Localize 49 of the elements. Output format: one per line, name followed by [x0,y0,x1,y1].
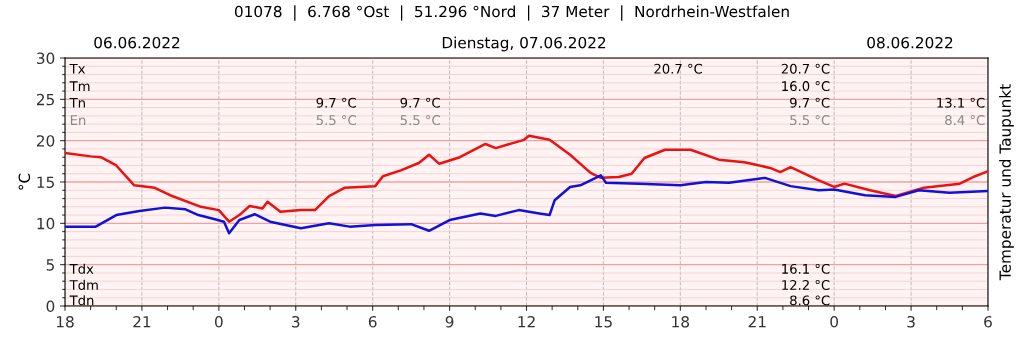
x-tick-label: 15 [595,316,612,328]
y2-axis-title: Temperatur und Taupunkt [999,84,1014,281]
y-tick-label: 25 [36,93,54,106]
line-series [65,134,988,223]
annotation: 20.7 °C [654,63,703,74]
x-tick-label: 6 [368,315,377,328]
x-tick-label: 0 [830,315,839,328]
annotation: Tn [69,97,85,108]
x-tick-label: 18 [56,315,74,328]
annotation: 9.7 °C [790,97,830,108]
x-tick-label: 21 [748,315,766,328]
annotation: 20.7 °C [781,63,830,74]
annotation: Tdn [69,295,94,306]
x-tick-label: 9 [445,315,454,328]
annotation: 16.1 °C [782,263,830,274]
x-tick-label: 21 [133,315,151,328]
annotation: En [70,115,86,125]
x-tick-label: 3 [292,315,300,328]
annotation: Tm [69,81,90,91]
x-tick-label: 6 [984,315,992,328]
annotation: Tdx [69,263,94,274]
annotation: 9.7 °C [316,97,356,108]
annotation: 5.5 °C [316,115,356,126]
text: Dienstag, 07.06.2022 [442,36,606,52]
annotation: 8.4 °C [945,115,985,126]
annotation: Tx [69,63,86,74]
line-series [65,174,988,235]
annotation: 9.7 °C [400,97,440,108]
text: 08.06.2022 [867,36,953,49]
annotation: 5.5 °C [790,115,830,126]
annotation: 8.6 °C [790,295,830,306]
y-tick-label: 30 [37,52,55,65]
y-tick-label: 20 [36,135,55,147]
x-tick-label: 0 [214,315,223,328]
text: 06.06.2022 [94,36,180,49]
annotation: 12.2 °C [782,280,830,290]
y-tick-label: 0 [46,300,55,313]
annotation: Tdm [69,279,98,290]
chart-title: 01078 | 6.768 °Ost | 51.296 °Nord | 37 Meter | Nordrhein-Westfalen [234,5,789,21]
y-tick-label: 15 [37,176,54,189]
y-axis-title: °C [18,173,31,190]
annotation: 16.0 °C [782,81,830,92]
annotation: 13.1 °C [937,97,985,108]
x-tick-label: 3 [907,315,915,328]
y-tick-label: 5 [46,259,54,271]
x-tick-label: 12 [518,315,535,328]
annotation: 5.5 °C [400,115,440,126]
x-tick-label: 18 [672,315,690,328]
y-tick-label: 10 [37,217,55,230]
